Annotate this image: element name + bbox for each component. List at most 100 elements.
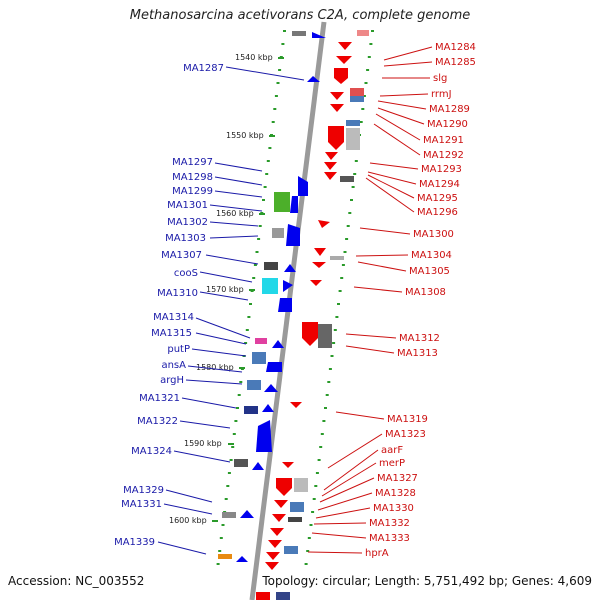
gene-arrow-blue[interactable] (298, 176, 308, 196)
gene-box-magenta[interactable] (255, 338, 267, 344)
gene-label[interactable]: MA1294 (419, 179, 460, 190)
gene-label[interactable]: MA1321 (139, 393, 180, 404)
gene-arrow-red[interactable] (338, 42, 352, 50)
gene-label[interactable]: MA1301 (167, 200, 208, 211)
gene-label[interactable]: MA1291 (423, 135, 464, 146)
gene-label[interactable]: MA1313 (397, 348, 438, 359)
gene-arrow-red[interactable] (272, 514, 286, 522)
gene-arrow-red[interactable] (302, 322, 318, 346)
gene-box-gray[interactable] (272, 228, 284, 238)
gene-arrow-blue[interactable] (264, 384, 278, 392)
gene-label[interactable]: MA1323 (385, 429, 426, 440)
gene-label[interactable]: MA1299 (172, 186, 213, 197)
gene-arrow-red[interactable] (266, 552, 280, 560)
gene-label[interactable]: rrmJ (431, 89, 452, 100)
gene-label[interactable]: MA1332 (369, 518, 410, 529)
gene-arrow-red[interactable] (328, 126, 344, 150)
gene-label[interactable]: MA1290 (427, 119, 468, 130)
gene-arrow-red[interactable] (324, 172, 337, 180)
gene-arrow-red[interactable] (324, 162, 337, 170)
gene-box-red[interactable] (350, 88, 364, 96)
gene-arrow-red[interactable] (330, 104, 344, 112)
gene-label[interactable]: MA1308 (405, 287, 446, 298)
gene-arrow-red[interactable] (310, 280, 322, 286)
gene-arrow-red[interactable] (274, 500, 288, 508)
gene-arrow-red[interactable] (276, 478, 292, 496)
gene-label[interactable]: MA1284 (435, 42, 476, 53)
gene-label[interactable]: aarF (381, 445, 403, 456)
gene-label[interactable]: MA1307 (161, 250, 202, 261)
gene-box-dark[interactable] (288, 517, 302, 522)
gene-arrow-red[interactable] (268, 540, 282, 548)
gene-label[interactable]: MA1312 (399, 333, 440, 344)
gene-label[interactable]: MA1297 (172, 157, 213, 168)
gene-box-gray[interactable] (294, 478, 308, 492)
gene-label[interactable]: argH (160, 375, 184, 386)
gene-box-gray[interactable] (346, 128, 360, 150)
gene-arrow-red[interactable] (336, 56, 352, 64)
gene-label[interactable]: MA1339 (114, 537, 155, 548)
gene-label[interactable]: merP (379, 458, 405, 469)
gene-label[interactable]: MA1303 (165, 233, 206, 244)
gene-arrow-blue[interactable] (266, 362, 282, 372)
gene-arrow-red[interactable] (318, 220, 330, 228)
gene-label[interactable]: ansA (161, 360, 186, 371)
gene-box-steelblue[interactable] (252, 352, 266, 364)
gene-arrow-blue[interactable] (284, 264, 296, 272)
gene-arrow-blue[interactable] (278, 298, 292, 312)
gene-box-gray[interactable] (292, 31, 306, 36)
gene-box-steelblue[interactable] (346, 120, 360, 126)
gene-box-green[interactable] (274, 192, 290, 212)
gene-arrow-red[interactable] (314, 248, 326, 256)
gene-label[interactable]: MA1285 (435, 57, 476, 68)
gene-box-cyan[interactable] (262, 278, 278, 294)
gene-label[interactable]: MA1331 (121, 499, 162, 510)
gene-arrow-red[interactable] (265, 562, 279, 570)
gene-arrow-blue[interactable] (240, 510, 254, 518)
gene-box-gray[interactable] (330, 256, 344, 260)
gene-box-steelblue[interactable] (290, 502, 304, 512)
gene-box-dark[interactable] (264, 262, 278, 270)
gene-label[interactable]: MA1293 (421, 164, 462, 175)
gene-label[interactable]: MA1322 (137, 416, 178, 427)
gene-arrow-blue[interactable] (256, 420, 272, 452)
gene-box-pink[interactable] (357, 30, 369, 36)
gene-arrow-blue[interactable] (283, 280, 293, 292)
gene-label[interactable]: MA1289 (429, 104, 470, 115)
gene-label[interactable]: MA1304 (411, 250, 452, 261)
gene-label[interactable]: MA1295 (417, 193, 458, 204)
gene-box-steelblue[interactable] (284, 546, 298, 554)
gene-box-steelblue[interactable] (350, 96, 364, 102)
gene-arrow-red[interactable] (282, 462, 294, 468)
gene-arrow-red[interactable] (312, 262, 326, 268)
gene-label[interactable]: MA1330 (373, 503, 414, 514)
gene-arrow-red[interactable] (270, 528, 284, 536)
gene-label[interactable]: MA1315 (151, 328, 192, 339)
gene-label[interactable]: MA1333 (369, 533, 410, 544)
gene-label[interactable]: MA1314 (153, 312, 194, 323)
gene-label[interactable]: MA1329 (123, 485, 164, 496)
gene-label[interactable]: MA1296 (417, 207, 458, 218)
gene-box-navy[interactable] (276, 592, 290, 600)
gene-label[interactable]: MA1319 (387, 414, 428, 425)
gene-arrow-blue[interactable] (290, 196, 298, 213)
gene-arrow-blue[interactable] (262, 404, 274, 412)
gene-label[interactable]: MA1327 (377, 473, 418, 484)
gene-arrow-blue[interactable] (307, 76, 320, 82)
gene-box-gray[interactable] (318, 324, 332, 348)
gene-label[interactable]: MA1298 (172, 172, 213, 183)
gene-box-steelblue[interactable] (247, 380, 261, 390)
gene-arrow-blue[interactable] (272, 340, 284, 348)
gene-arrow-red[interactable] (290, 402, 302, 408)
gene-label[interactable]: MA1324 (131, 446, 172, 457)
gene-label[interactable]: putP (167, 344, 190, 355)
gene-arrow-blue[interactable] (312, 32, 326, 38)
gene-label[interactable]: MA1300 (413, 229, 454, 240)
gene-arrow-red[interactable] (325, 152, 338, 160)
gene-label[interactable]: hprA (365, 548, 389, 559)
gene-box-red[interactable] (256, 592, 270, 600)
gene-box-navy[interactable] (244, 406, 258, 414)
gene-label[interactable]: cooS (174, 268, 198, 279)
gene-label[interactable]: MA1305 (409, 266, 450, 277)
gene-arrow-blue[interactable] (236, 556, 248, 562)
